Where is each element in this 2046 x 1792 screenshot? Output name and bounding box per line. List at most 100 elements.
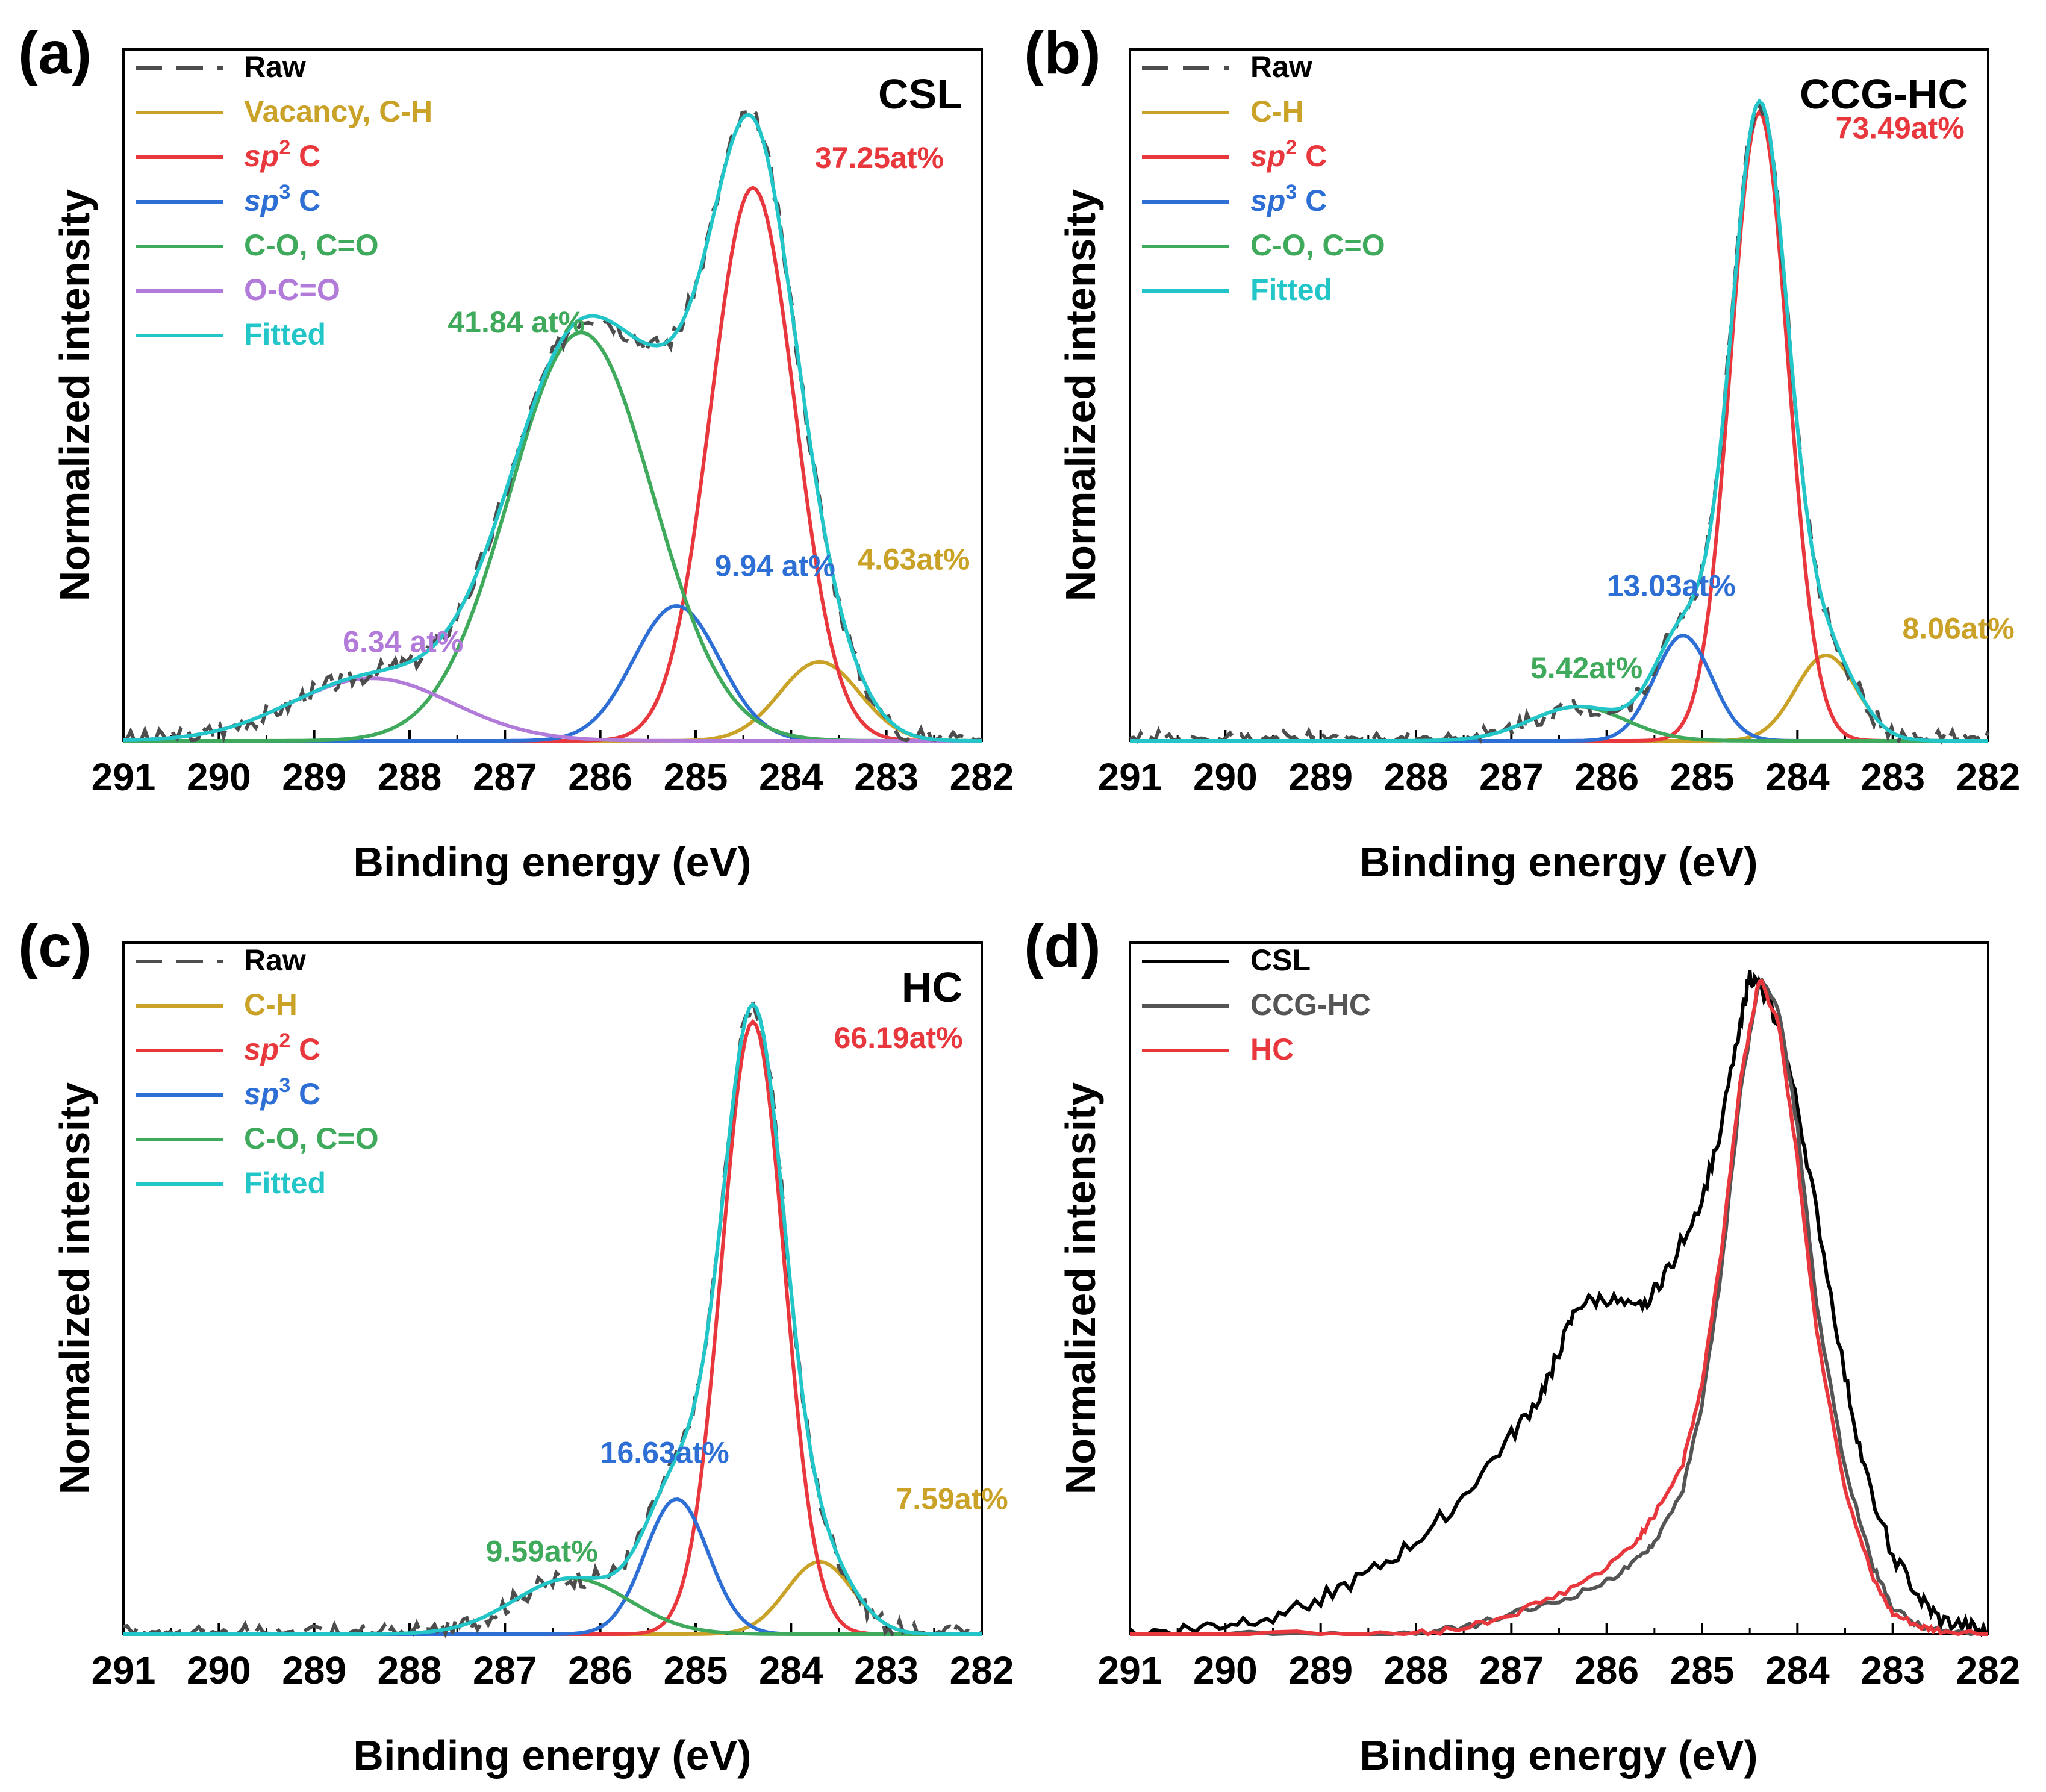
x-tick-label: 286 <box>568 755 632 799</box>
legend-label: sp2 C <box>244 136 320 173</box>
x-tick-label: 282 <box>1956 755 2021 799</box>
y-axis-title: Normalized intensity <box>51 1082 98 1495</box>
peak-percent-label: 16.63at% <box>600 1436 729 1470</box>
x-tick-label: 284 <box>1765 1649 1830 1692</box>
legend-label: C-O, C=O <box>1250 228 1385 262</box>
peak-percent-label: 37.25at% <box>815 141 944 175</box>
y-axis-title: Normalized intensity <box>1057 189 1104 602</box>
fitted-curve <box>1130 98 1988 743</box>
y-axis-title: Normalized intensity <box>1057 1082 1104 1495</box>
panel-label: (c) <box>18 913 92 980</box>
x-tick-label: 283 <box>1860 1649 1925 1692</box>
legend-label: Fitted <box>244 1166 326 1200</box>
x-tick-label: 289 <box>1288 1649 1353 1692</box>
x-tick-label: 284 <box>1765 755 1830 799</box>
legend-label: Fitted <box>244 317 326 351</box>
panel-c: (c) 291 290 289 288 287 286 285 284 283 282 66.19a… <box>18 913 1014 1779</box>
x-tick-label: 287 <box>473 755 537 799</box>
peak-percent-label: 8.06at% <box>1903 612 2015 646</box>
legend-label: C-O, C=O <box>244 228 379 262</box>
x-tick-label: 286 <box>1574 1649 1639 1692</box>
legend-label: sp3 C <box>244 1074 320 1111</box>
x-tick-label: 288 <box>378 1649 442 1692</box>
panel-b: (b) 291 290 289 288 287 286 285 284 283 282 73.49a… <box>1024 19 2020 885</box>
x-tick-label: 288 <box>1384 1649 1449 1692</box>
peak-percent-label: 7.59at% <box>896 1482 1008 1516</box>
legend-label: CCG-HC <box>1250 988 1371 1022</box>
x-axis-title: Binding energy (eV) <box>1359 838 1758 885</box>
legend-label: C-H <box>244 988 298 1022</box>
legend-label: O-C=O <box>244 273 340 307</box>
legend-label: sp3 C <box>1250 181 1327 217</box>
series-line-hc <box>1129 979 1988 1637</box>
x-tick-label: 291 <box>1098 1649 1162 1692</box>
x-tick-label: 289 <box>1288 755 1353 799</box>
x-tick-label: 284 <box>759 1649 823 1692</box>
x-tick-label: 284 <box>759 755 823 799</box>
peak-percent-label: 41.84 at% <box>448 305 585 339</box>
fitted-curve <box>123 1002 982 1636</box>
x-tick-label: 291 <box>92 755 156 799</box>
legend-label: sp2 C <box>1250 136 1327 173</box>
legend-label: sp3 C <box>244 181 320 217</box>
panel-title: CSL <box>878 70 962 117</box>
legend-label: sp2 C <box>244 1029 320 1066</box>
x-axis-title: Binding energy (eV) <box>353 838 751 885</box>
x-tick-label: 290 <box>1193 755 1258 799</box>
legend-label: Raw <box>244 943 306 977</box>
panel-label: (b) <box>1024 19 1101 87</box>
peak-percent-label: 13.03at% <box>1607 569 1736 602</box>
x-tick-label: 289 <box>282 1649 346 1692</box>
panel-label: (d) <box>1024 913 1101 980</box>
x-tick-label: 289 <box>282 755 346 799</box>
peak-percent-label: 4.63at% <box>858 543 970 576</box>
x-tick-label: 290 <box>187 1649 251 1692</box>
x-tick-label: 282 <box>950 1649 1014 1692</box>
x-tick-label: 290 <box>187 755 251 799</box>
x-tick-label: 291 <box>1098 755 1162 799</box>
x-tick-label: 285 <box>1670 1649 1735 1692</box>
y-axis-title: Normalized intensity <box>51 189 98 602</box>
legend-label: Vacancy, C-H <box>244 95 432 128</box>
x-tick-label: 290 <box>1193 1649 1258 1692</box>
legend-label: Raw <box>244 50 306 84</box>
x-tick-label: 287 <box>1479 1649 1544 1692</box>
x-tick-label: 283 <box>854 1649 919 1692</box>
x-axis-title: Binding energy (eV) <box>1359 1732 1758 1779</box>
x-tick-label: 291 <box>92 1649 156 1692</box>
panel-title: CCG-HC <box>1800 70 1968 117</box>
x-tick-label: 282 <box>1956 1649 2021 1692</box>
x-tick-label: 286 <box>1574 755 1639 799</box>
x-tick-label: 285 <box>1670 755 1735 799</box>
series-line-csl <box>1129 970 1989 1637</box>
fitted-curve <box>123 113 982 743</box>
panel-a: (a) 291 290 289 288 287 286 285 284 283 282 37.25a… <box>18 19 1014 885</box>
x-tick-label: 282 <box>950 755 1014 799</box>
x-tick-label: 283 <box>1860 755 1925 799</box>
x-tick-label: 287 <box>473 1649 537 1692</box>
peak-percent-label: 9.59at% <box>486 1535 598 1569</box>
x-tick-label: 286 <box>568 1649 632 1692</box>
x-tick-label: 283 <box>854 755 919 799</box>
peak-percent-label: 5.42at% <box>1530 651 1642 685</box>
peak-percent-label: 9.94 at% <box>715 549 835 583</box>
x-axis-title: Binding energy (eV) <box>353 1732 751 1779</box>
legend-label: HC <box>1250 1032 1294 1066</box>
legend-label: CSL <box>1250 943 1311 977</box>
x-tick-label: 288 <box>378 755 442 799</box>
x-tick-label: 285 <box>664 1649 728 1692</box>
panel-title: HC <box>902 964 962 1011</box>
legend-label: Fitted <box>1250 273 1332 307</box>
x-tick-label: 285 <box>664 755 728 799</box>
panel-label: (a) <box>18 19 92 87</box>
x-tick-label: 288 <box>1384 755 1449 799</box>
x-tick-label: 287 <box>1479 755 1544 799</box>
legend-label: Raw <box>1250 50 1312 84</box>
panel-d: (d) 291 290 289 288 287 286 285 284 283 282 CSL CCG… <box>1024 913 2020 1779</box>
legend-label: C-O, C=O <box>244 1122 379 1155</box>
peak-percent-label: 6.34 at% <box>343 625 463 658</box>
legend-label: C-H <box>1250 95 1304 128</box>
peak-percent-label: 73.49at% <box>1836 111 1965 145</box>
peak-percent-label: 66.19at% <box>834 1021 963 1055</box>
